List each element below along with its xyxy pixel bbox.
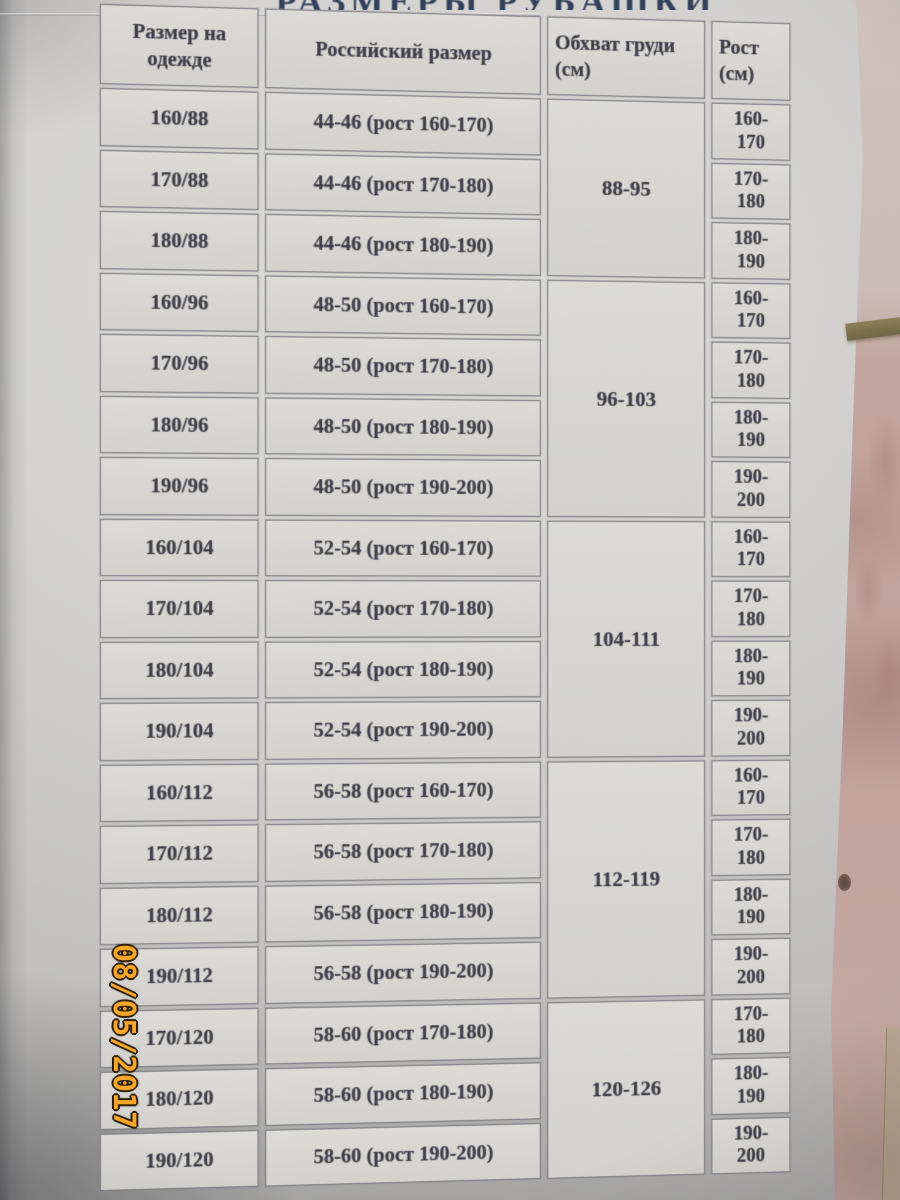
table-cell-clothing-size: 190/96 bbox=[100, 457, 259, 516]
table-cell-height-range: 180- 190 bbox=[711, 640, 791, 697]
floor-edge-strip bbox=[881, 1027, 900, 1200]
table-cell-russian-size: 58-60 (рост 180-190) bbox=[265, 1062, 541, 1126]
table-cell-chest-range: 112-119 bbox=[547, 759, 705, 999]
marble-veins bbox=[856, 380, 900, 700]
header-russian-size: Российский размер bbox=[265, 8, 541, 95]
table-cell-height-range: 160- 170 bbox=[711, 520, 791, 577]
table-cell-clothing-size: 170/96 bbox=[100, 334, 259, 394]
table-cell-clothing-size: 190/104 bbox=[100, 702, 259, 761]
table-cell-height-range: 190- 200 bbox=[711, 937, 791, 996]
table-cell-chest-range: 88-95 bbox=[547, 98, 705, 278]
table-cell-height-range: 160- 170 bbox=[711, 759, 791, 816]
table-cell-russian-size: 48-50 (рост 190-200) bbox=[265, 458, 541, 517]
table-cell-russian-size: 56-58 (рост 160-170) bbox=[265, 761, 541, 821]
header-size-on-clothing: Размер на одежде bbox=[100, 4, 259, 88]
table-cell-russian-size: 52-54 (рост 170-180) bbox=[265, 580, 541, 638]
table-cell-clothing-size: 170/104 bbox=[100, 580, 259, 638]
table-cell-russian-size: 44-46 (рост 170-180) bbox=[265, 153, 541, 216]
table-cell-clothing-size: 180/104 bbox=[100, 641, 259, 699]
clipped-page-title: РАЗМЕРЫ РУБАШКИ bbox=[252, 0, 740, 10]
table-cell-clothing-size: 180/112 bbox=[100, 885, 259, 945]
table-cell-russian-size: 44-46 (рост 180-190) bbox=[265, 214, 541, 276]
table-cell-height-range: 180- 190 bbox=[711, 222, 791, 280]
table-cell-clothing-size: 170/88 bbox=[100, 149, 259, 210]
table-cell-height-range: 180- 190 bbox=[711, 401, 791, 458]
table-cell-clothing-size: 160/88 bbox=[100, 88, 259, 149]
table-cell-height-range: 190- 200 bbox=[711, 461, 791, 518]
table-cell-height-range: 170- 180 bbox=[711, 341, 791, 399]
clipped-page-title-text: РАЗМЕРЫ РУБАШКИ bbox=[276, 0, 717, 10]
table-cell-height-range: 160- 170 bbox=[711, 281, 791, 339]
header-chest-cm: Обхват груди (см) bbox=[547, 16, 705, 99]
table-cell-height-range: 180- 190 bbox=[711, 1056, 791, 1115]
table-cell-clothing-size: 180/96 bbox=[100, 395, 259, 455]
table-cell-russian-size: 52-54 (рост 180-190) bbox=[265, 640, 541, 699]
table-cell-russian-size: 48-50 (рост 180-190) bbox=[265, 397, 541, 457]
size-table: Размер на одежде Российский размер Обхва… bbox=[100, 4, 791, 1196]
table-cell-chest-range: 120-126 bbox=[547, 999, 705, 1179]
table-cell-clothing-size: 180/88 bbox=[100, 211, 259, 271]
table-cell-height-range: 190- 200 bbox=[711, 1116, 791, 1175]
table-cell-height-range: 170- 180 bbox=[711, 997, 791, 1055]
table-cell-russian-size: 56-58 (рост 190-200) bbox=[265, 941, 541, 1004]
table-cell-clothing-size: 160/96 bbox=[100, 272, 259, 333]
floor-dark-spot bbox=[838, 874, 851, 891]
table-cell-russian-size: 58-60 (рост 190-200) bbox=[265, 1122, 541, 1187]
table-cell-chest-range: 96-103 bbox=[547, 279, 705, 518]
table-cell-height-range: 160- 170 bbox=[711, 102, 791, 161]
header-height-cm: Рост (см) bbox=[711, 21, 791, 101]
table-cell-russian-size: 52-54 (рост 160-170) bbox=[265, 519, 541, 577]
table-cell-russian-size: 56-58 (рост 180-190) bbox=[265, 881, 541, 943]
table-cell-clothing-size: 160/104 bbox=[100, 518, 259, 577]
table-cell-russian-size: 58-60 (рост 170-180) bbox=[265, 1002, 541, 1065]
table-cell-height-range: 170- 180 bbox=[711, 818, 791, 876]
table-cell-clothing-size: 160/112 bbox=[100, 763, 259, 822]
table-cell-clothing-size: 170/112 bbox=[100, 824, 259, 884]
table-cell-height-range: 170- 180 bbox=[711, 580, 791, 637]
table-cell-russian-size: 48-50 (рост 170-180) bbox=[265, 336, 541, 396]
table-cell-chest-range: 104-111 bbox=[547, 520, 705, 758]
table-cell-height-range: 180- 190 bbox=[711, 878, 791, 936]
table-cell-russian-size: 48-50 (рост 160-170) bbox=[265, 275, 541, 336]
table-cell-russian-size: 44-46 (рост 160-170) bbox=[265, 91, 541, 155]
camera-date-stamp: 08/05/2017 bbox=[106, 944, 141, 1130]
table-cell-clothing-size: 190/120 bbox=[100, 1129, 259, 1191]
table-cell-russian-size: 52-54 (рост 190-200) bbox=[265, 700, 541, 760]
table-cell-russian-size: 56-58 (рост 170-180) bbox=[265, 821, 541, 882]
table-cell-height-range: 190- 200 bbox=[711, 699, 791, 757]
table-cell-height-range: 170- 180 bbox=[711, 162, 791, 220]
